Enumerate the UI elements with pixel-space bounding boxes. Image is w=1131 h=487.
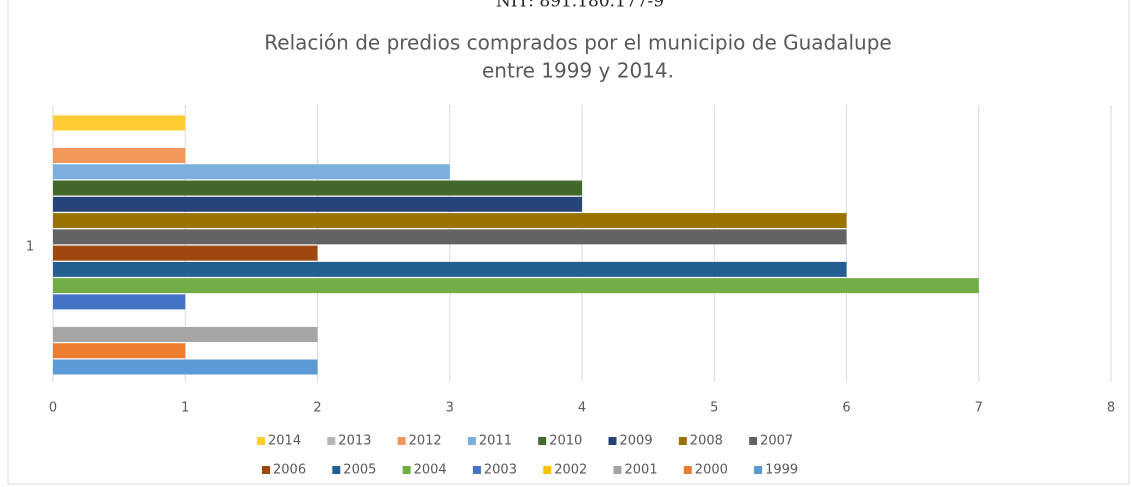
legend-swatch [749, 437, 758, 445]
legend-swatch [332, 466, 341, 474]
header-text: NIT: 891.180.177-9 [496, 0, 664, 12]
x-tick-label: 1 [181, 401, 189, 416]
legend-swatch [683, 466, 692, 474]
x-tick-label: 0 [49, 401, 57, 416]
legend-label: 2003 [484, 463, 517, 478]
x-tick-label: 7 [975, 401, 983, 416]
bar [53, 213, 847, 229]
legend-swatch [402, 466, 411, 474]
bar [53, 278, 979, 294]
bar [53, 180, 582, 196]
legend-label: 2001 [625, 463, 658, 478]
chart-title: entre 1999 y 2014. [482, 59, 674, 83]
legend-swatch [543, 466, 552, 474]
legend-label: 2004 [414, 463, 447, 478]
x-tick-label: 8 [1107, 401, 1115, 416]
legend-swatch [467, 437, 476, 445]
bar [53, 229, 847, 245]
bar [53, 359, 318, 375]
bar [53, 261, 847, 277]
x-tick-label: 2 [313, 401, 321, 416]
legend-swatch [678, 437, 687, 445]
bar [53, 164, 450, 180]
bar [53, 294, 186, 310]
legend-label: 2011 [479, 434, 512, 449]
legend-swatch [608, 437, 617, 445]
legend-label: 2007 [760, 434, 793, 449]
x-tick-label: 4 [578, 401, 586, 416]
y-tick-label: 1 [26, 240, 34, 255]
legend-label: 2006 [273, 463, 306, 478]
legend-swatch [262, 466, 270, 474]
legend-label: 2002 [554, 463, 587, 478]
legend-label: 1999 [765, 463, 798, 478]
legend-label: 2013 [338, 434, 371, 449]
legend-label: 2000 [695, 463, 728, 478]
x-tick-label: 3 [446, 401, 454, 416]
bar [53, 245, 318, 261]
bar [53, 343, 186, 359]
legend-swatch [327, 437, 336, 445]
legend-label: 2009 [620, 434, 653, 449]
legend-swatch [613, 466, 622, 474]
x-tick-label: 5 [710, 401, 718, 416]
legend-swatch [397, 437, 406, 445]
legend-label: 2008 [690, 434, 723, 449]
legend-label: 2005 [343, 463, 376, 478]
bar [53, 147, 186, 163]
legend-label: 2014 [268, 434, 301, 449]
chart-title: Relación de predios comprados por el mun… [264, 31, 891, 55]
chart-frame [7, 0, 1130, 485]
legend-swatch [257, 437, 265, 445]
legend-label: 2010 [549, 434, 582, 449]
legend-swatch [538, 437, 547, 445]
bar [53, 115, 186, 131]
bar [53, 326, 318, 342]
bar [53, 196, 582, 212]
legend-label: 2012 [409, 434, 442, 449]
legend-swatch [754, 466, 763, 474]
legend-swatch [472, 466, 481, 474]
x-tick-label: 6 [842, 401, 850, 416]
